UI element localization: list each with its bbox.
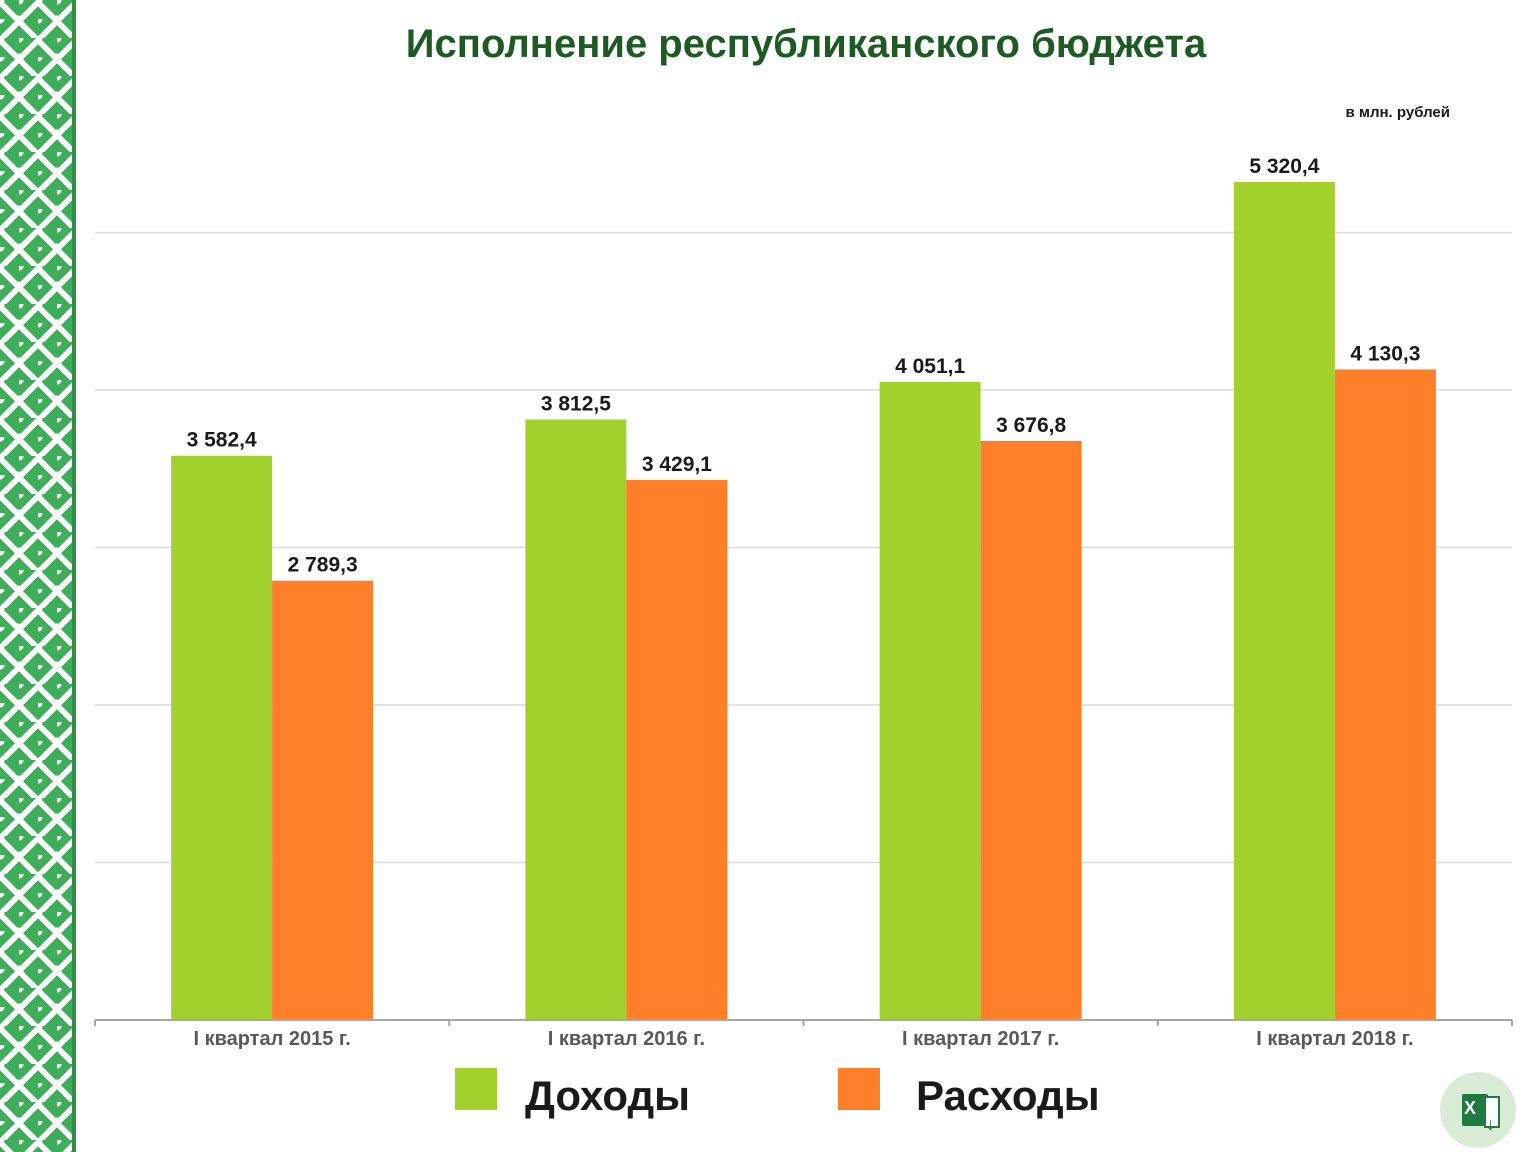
bar-income (171, 455, 273, 1021)
bar-expenses (626, 479, 728, 1020)
bar-expenses (1334, 369, 1436, 1020)
legend-swatch-income (455, 1068, 497, 1110)
x-tick-label: I квартал 2016 г. (548, 1028, 705, 1050)
data-label: 4 051,1 (895, 355, 965, 378)
x-tick-label: I квартал 2017 г. (902, 1028, 1059, 1050)
x-axis: I квартал 2015 г. I квартал 2016 г. I квар… (94, 1019, 1513, 1050)
bar-expenses (272, 580, 374, 1020)
excel-download-icon[interactable]: X ↓ (1440, 1072, 1516, 1148)
data-label: 4 130,3 (1350, 342, 1420, 365)
legend-label-expenses: Расходы (916, 1072, 1100, 1119)
excel-box (1462, 1094, 1488, 1126)
data-label: 2 789,3 (288, 554, 358, 577)
data-label: 3 676,8 (996, 414, 1066, 437)
chart-title: Исполнение республиканского бюджета (405, 22, 1207, 66)
excel-sheet-grid (1484, 1096, 1500, 1128)
x-tick-label: I квартал 2018 г. (1256, 1028, 1413, 1050)
data-label: 3 812,5 (541, 393, 611, 416)
ornament-border (0, 0, 76, 1152)
excel-letter: X (1464, 1098, 1477, 1118)
x-tick-label: I квартал 2015 г. (193, 1028, 350, 1050)
unit-label: в млн. рублей (1345, 104, 1450, 121)
bar-income (1233, 182, 1335, 1020)
data-label: 3 582,4 (187, 429, 257, 452)
legend-label-income: Доходы (525, 1072, 690, 1119)
data-labels: 3 582,4 2 789,3 3 812,5 3 429,1 4 051,1 3 676… (187, 155, 1421, 577)
data-label: 5 320,4 (1249, 155, 1319, 178)
data-label: 3 429,1 (642, 453, 712, 476)
download-arrow-icon: ↓ (1486, 1114, 1495, 1134)
bar-income (525, 419, 627, 1020)
legend-swatch-expenses (838, 1068, 880, 1110)
ornament-border-edge (72, 0, 76, 1152)
bar-income (879, 381, 981, 1020)
legend: Доходы Расходы (455, 1066, 1175, 1126)
bar-expenses (980, 440, 1082, 1020)
bars (171, 182, 1436, 1021)
